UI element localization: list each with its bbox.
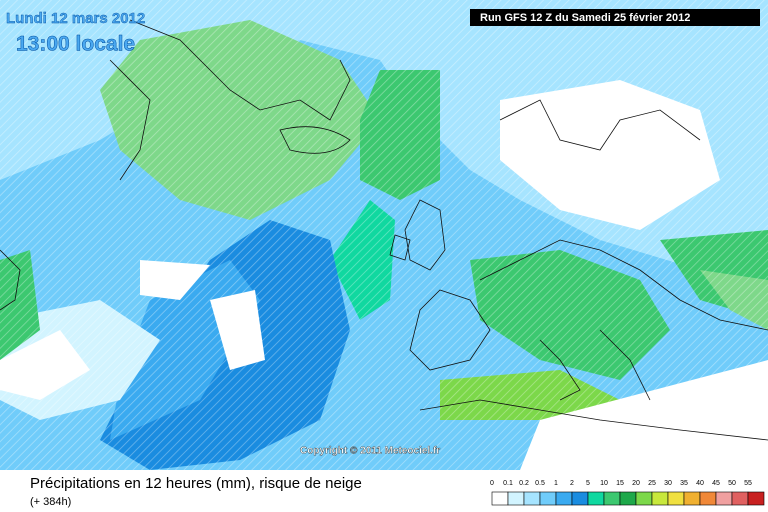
map bbox=[0, 0, 768, 470]
legend-label: 0 bbox=[490, 480, 494, 487]
legend-swatch bbox=[555, 491, 573, 506]
run-box bbox=[470, 9, 760, 26]
legend-label: 0.5 bbox=[535, 480, 545, 487]
legend-swatch bbox=[571, 491, 589, 506]
legend-label: 40 bbox=[696, 480, 704, 487]
time: 13:00 locale bbox=[16, 33, 135, 56]
legend-label: 35 bbox=[680, 480, 688, 487]
legend: 0 0.1 0.2 0.5 1 2 5 10 15 20 25 30 35 40 45 50 55 bbox=[490, 480, 765, 506]
legend-swatch bbox=[539, 491, 557, 506]
legend-label: 15 bbox=[616, 480, 624, 487]
legend-swatch bbox=[699, 491, 717, 506]
legend-label: 55 bbox=[744, 480, 752, 487]
legend-swatch bbox=[747, 491, 765, 506]
legend-label: 1 bbox=[554, 480, 558, 487]
legend-swatch bbox=[667, 491, 685, 506]
legend-label: 20 bbox=[632, 480, 640, 487]
legend-label: 25 bbox=[648, 480, 656, 487]
legend-label: 0.2 bbox=[519, 480, 529, 487]
copyright: Copyright © 2011 Meteociel.fr bbox=[300, 446, 440, 457]
legend-swatch bbox=[635, 491, 653, 506]
legend-label: 50 bbox=[728, 480, 736, 487]
footer-lead: (+ 384h) bbox=[30, 496, 71, 508]
legend-swatch bbox=[507, 491, 525, 506]
footer-title: Précipitations en 12 heures (mm), risque… bbox=[30, 475, 362, 492]
legend-swatch bbox=[651, 491, 669, 506]
legend-swatch bbox=[731, 491, 749, 506]
legend-label: 0.1 bbox=[503, 480, 513, 487]
legend-label: 10 bbox=[600, 480, 608, 487]
date: Lundi 12 mars 2012 bbox=[6, 10, 145, 27]
legend-swatch bbox=[619, 491, 637, 506]
legend-swatch bbox=[715, 491, 733, 506]
legend-swatch bbox=[683, 491, 701, 506]
run: Run GFS 12 Z du Samedi 25 février 2012 bbox=[480, 12, 690, 24]
legend-label: 2 bbox=[570, 480, 574, 487]
legend-label: 45 bbox=[712, 480, 720, 487]
legend-swatch bbox=[491, 491, 509, 506]
legend-label: 5 bbox=[586, 480, 590, 487]
legend-label: 30 bbox=[664, 480, 672, 487]
legend-swatch bbox=[603, 491, 621, 506]
legend-swatch bbox=[523, 491, 541, 506]
legend-swatch bbox=[587, 491, 605, 506]
